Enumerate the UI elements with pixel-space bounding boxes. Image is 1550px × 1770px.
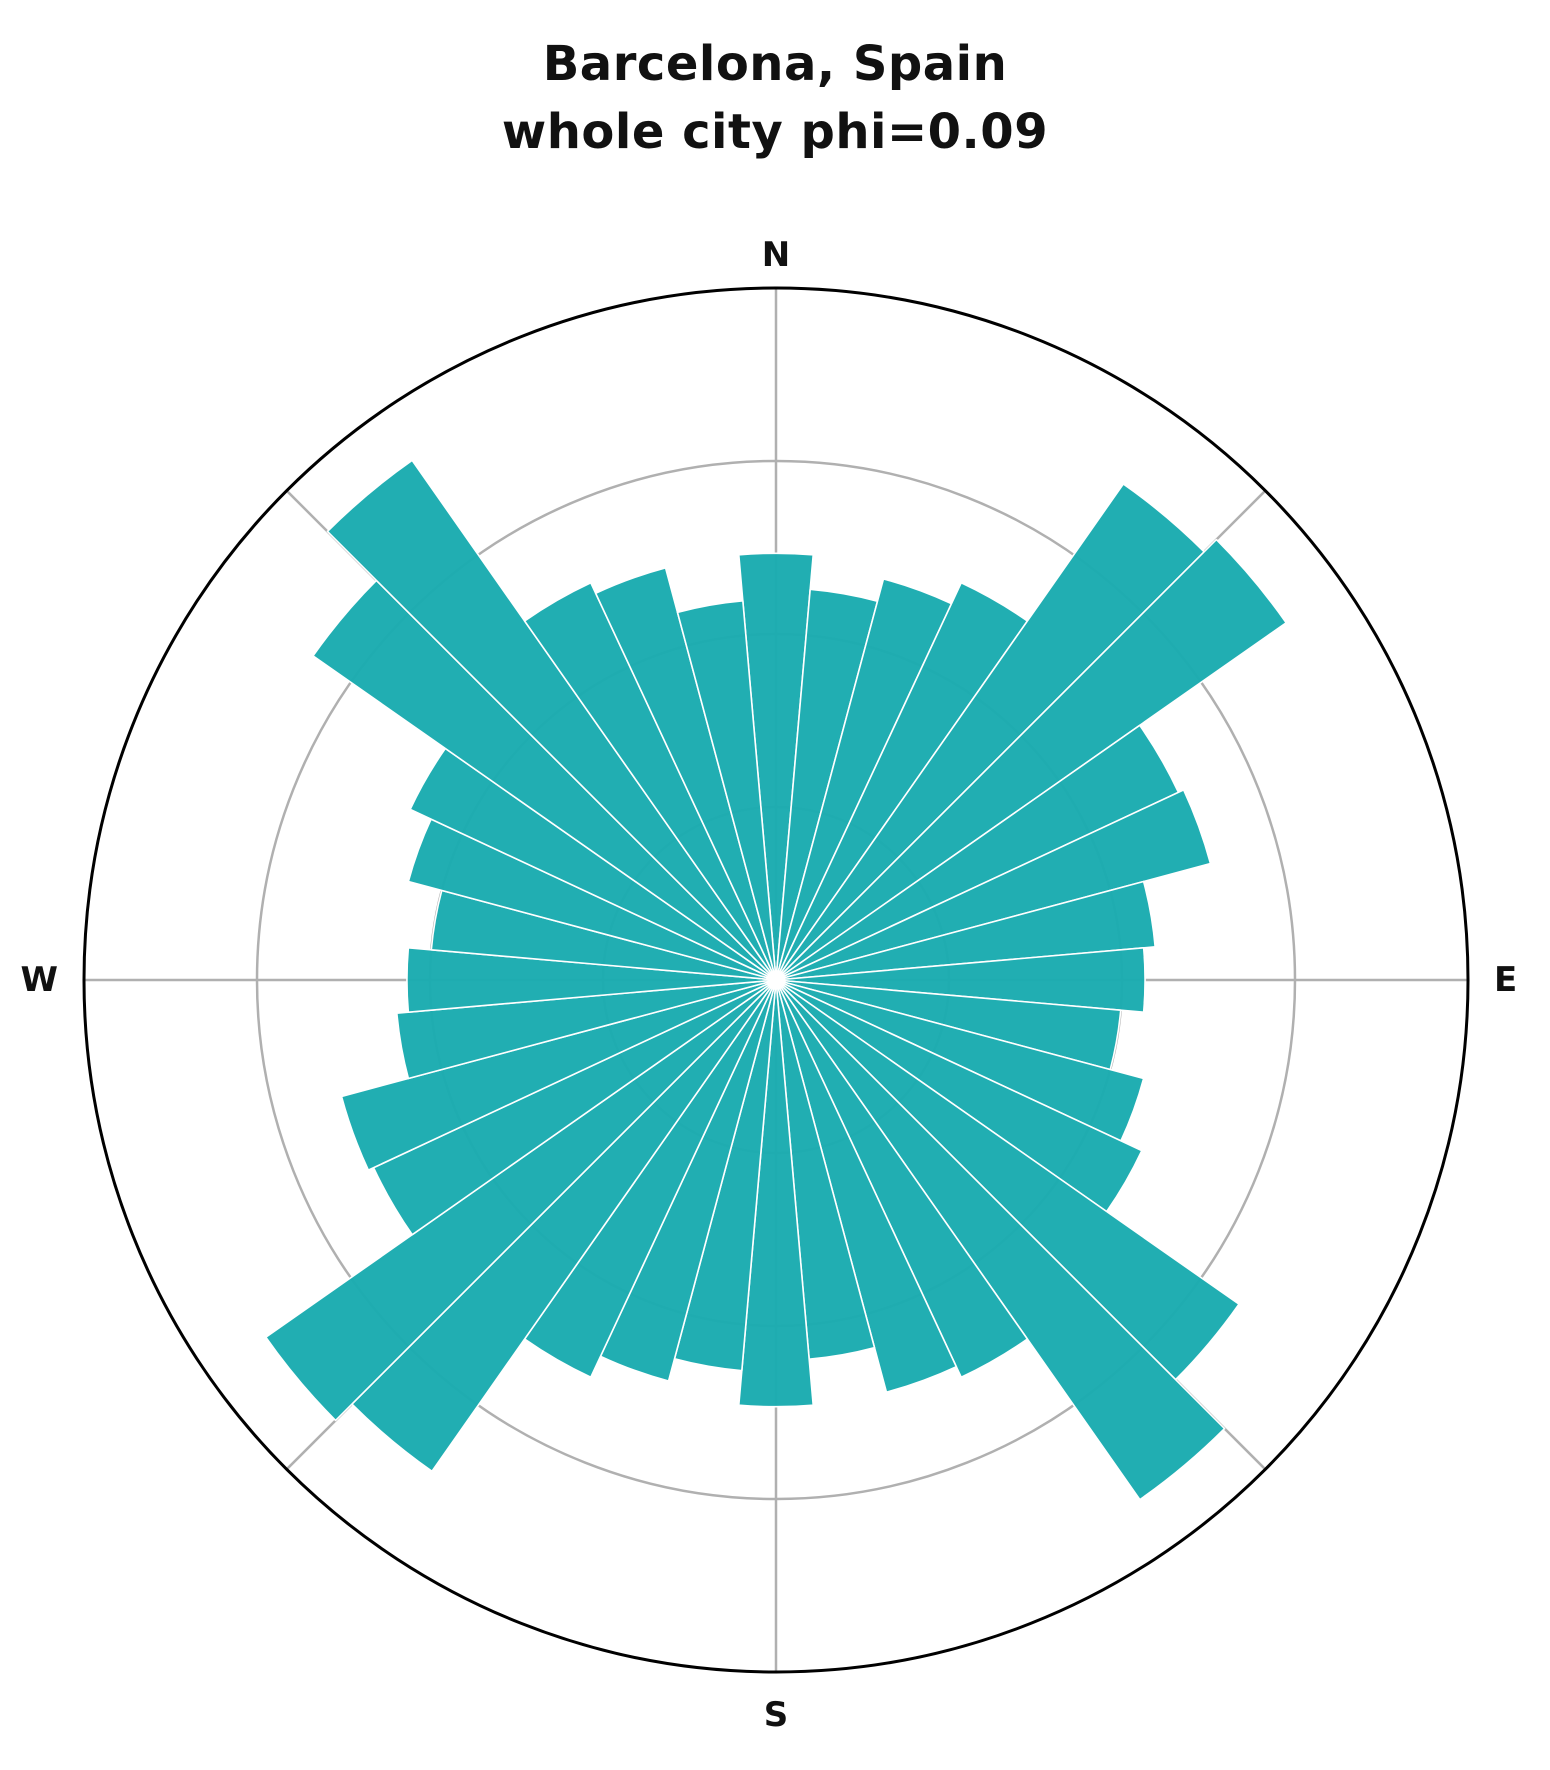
bars-layer: [265, 459, 1287, 1501]
direction-label-s: S: [764, 1695, 789, 1735]
bar-0deg: [738, 552, 814, 981]
chart-subtitle: whole city phi=0.09: [501, 104, 1049, 160]
bar-330deg: [523, 582, 777, 981]
bar-260deg: [396, 979, 777, 1080]
bar-350deg: [676, 600, 777, 981]
bar-340deg: [594, 567, 777, 981]
bar-160deg: [775, 979, 958, 1393]
bar-180deg: [738, 979, 814, 1408]
chart-title: Barcelona, Spain: [542, 36, 1008, 92]
direction-label-w: W: [20, 960, 58, 1000]
bar-50deg: [775, 538, 1287, 981]
labels-layer: N E S W: [20, 235, 1517, 1735]
bar-140deg: [775, 979, 1226, 1501]
bar-270deg: [406, 947, 777, 1013]
bar-320deg: [326, 459, 777, 981]
bar-80deg: [775, 880, 1156, 981]
outer-frame-circle: [82, 286, 1470, 1674]
bar-150deg: [775, 979, 1029, 1378]
direction-label-e: E: [1494, 960, 1517, 1000]
bar-70deg: [775, 789, 1212, 981]
bar-230deg: [265, 979, 777, 1422]
direction-label-n: N: [762, 235, 790, 275]
bar-250deg: [340, 979, 777, 1171]
bar-90deg: [775, 947, 1146, 1013]
